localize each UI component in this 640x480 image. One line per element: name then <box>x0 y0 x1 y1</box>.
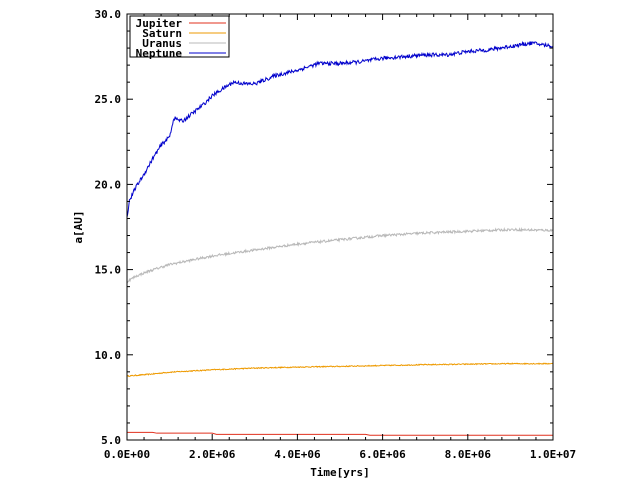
plot-frame <box>126 13 554 441</box>
series-line-neptune <box>126 40 554 218</box>
series-layer <box>126 40 554 436</box>
x-tick-label: 1.0E+07 <box>530 448 576 461</box>
series-line-jupiter <box>127 431 553 436</box>
legend-label-neptune: Neptune <box>136 47 183 60</box>
ticks-layer: 0.0E+00 2.0E+06 4.0E+06 6.0E+06 8.0E+06 1.0E+… <box>95 8 577 461</box>
y-tick-label: 10.0 <box>95 349 122 362</box>
y-tick-label: 30.0 <box>95 8 122 21</box>
legend-label-jupiter: Jupiter <box>136 17 183 30</box>
series-line-saturn <box>126 362 554 377</box>
plot-area <box>127 14 553 440</box>
legend-label-uranus: Uranus <box>142 37 182 50</box>
y-axis-title: a[AU] <box>72 210 85 243</box>
x-tick-label: 4.0E+06 <box>274 448 321 461</box>
x-axis-title: Time[yrs] <box>310 466 370 479</box>
y-tick-label: 20.0 <box>95 178 122 191</box>
x-tick-label: 6.0E+06 <box>359 448 406 461</box>
y-tick-label: 25.0 <box>95 93 122 106</box>
y-tick-label: 15.0 <box>95 264 122 277</box>
x-tick-label: 8.0E+06 <box>445 448 492 461</box>
y-tick-label: 5.0 <box>101 434 121 447</box>
x-tick-label: 0.0E+00 <box>104 448 150 461</box>
series-line-uranus <box>126 226 554 284</box>
x-tick-label: 2.0E+06 <box>189 448 236 461</box>
legend-label-saturn: Saturn <box>142 27 182 40</box>
